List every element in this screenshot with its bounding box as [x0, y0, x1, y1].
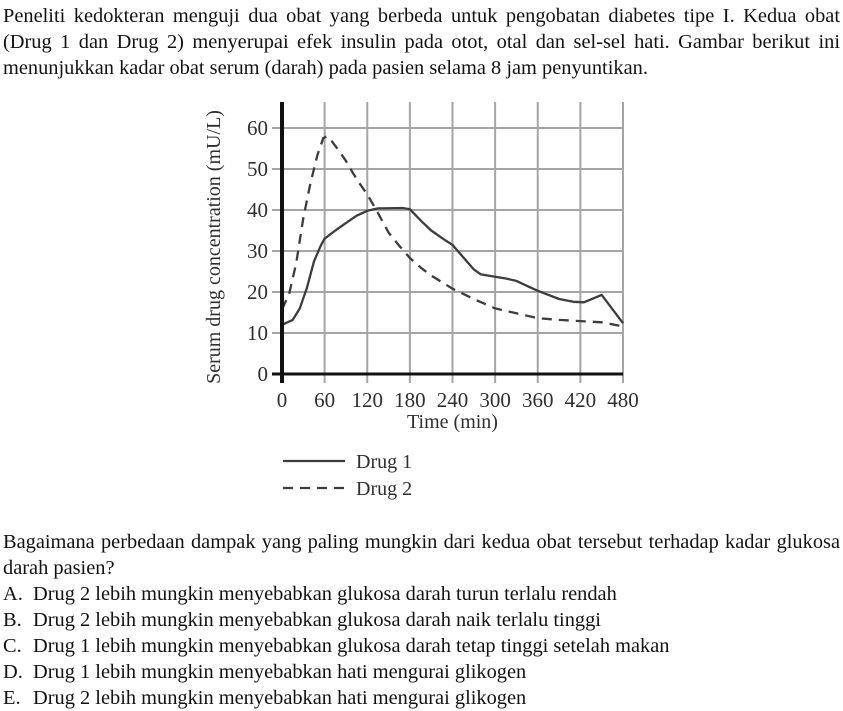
option-c-text: Drug 1 lebih mungkin menyebabkan glukosa…: [33, 635, 670, 657]
option-d-text: Drug 1 lebih mungkin menyebabkan hati me…: [33, 661, 527, 683]
option-a-letter: A.: [3, 583, 23, 605]
curve-drug-2: [280, 135, 624, 328]
drug-concentration-line-chart: 0 10 20 30 40 50 60 0 60 120 180 240 300 360 420 480 Tim…: [203, 102, 639, 500]
x-tick-label-240: 240: [437, 388, 469, 412]
option-c[interactable]: C. Drug 1 lebih mungkin menyebabkan gluk…: [3, 633, 840, 659]
option-b[interactable]: B. Drug 2 lebih mungkin menyebabkan gluk…: [3, 607, 840, 633]
x-axis-title: Time (min): [407, 411, 498, 433]
x-tick-label-0: 0: [277, 388, 288, 412]
y-tick-label-60: 60: [247, 116, 268, 140]
x-tick-label-480: 480: [607, 388, 639, 412]
question-text: Bagaimana perbedaan dampak yang paling m…: [3, 531, 840, 579]
legend-label-drug-1: Drug 1: [356, 451, 412, 473]
option-d-letter: D.: [3, 661, 23, 683]
option-d[interactable]: D. Drug 1 lebih mungkin menyebabkan hati…: [3, 659, 840, 685]
option-b-letter: B.: [3, 609, 22, 631]
x-tick-label-120: 120: [352, 388, 384, 412]
option-e-letter: E.: [3, 687, 21, 709]
x-tick-label-60: 60: [314, 388, 335, 412]
option-b-text: Drug 2 lebih mungkin menyebabkan glukosa…: [33, 609, 601, 631]
y-tick-label-30: 30: [247, 239, 268, 263]
legend-label-drug-2: Drug 2: [356, 478, 412, 500]
x-tick-label-360: 360: [522, 388, 554, 412]
y-tick-label-50: 50: [247, 157, 268, 181]
option-e[interactable]: E. Drug 2 lebih mungkin menyebabkan hati…: [3, 685, 840, 711]
option-c-letter: C.: [3, 635, 22, 657]
y-tick-label-40: 40: [247, 198, 268, 222]
question-block: Bagaimana perbedaan dampak yang paling m…: [3, 529, 840, 711]
x-tick-label-180: 180: [394, 388, 426, 412]
option-a-text: Drug 2 lebih mungkin menyebabkan glukosa…: [33, 583, 617, 605]
intro-paragraph: Peneliti kedokteran menguji dua obat yan…: [3, 5, 840, 79]
x-tick-label-300: 300: [479, 388, 511, 412]
option-a[interactable]: A. Drug 2 lebih mungkin menyebabkan gluk…: [3, 581, 840, 607]
x-tick-label-420: 420: [565, 388, 597, 412]
curve-drug-1: [281, 206, 624, 326]
y-tick-label-10: 10: [247, 321, 268, 345]
y-tick-label-0: 0: [258, 362, 269, 386]
y-tick-label-20: 20: [247, 280, 268, 304]
options-list: A. Drug 2 lebih mungkin menyebabkan gluk…: [3, 581, 840, 711]
y-axis-title: Serum drug concentration (mU/L): [203, 110, 225, 384]
option-e-text: Drug 2 lebih mungkin menyebabkan hati me…: [33, 687, 527, 709]
serum-concentration-figure: 0 10 20 30 40 50 60 0 60 120 180 240 300 360 420 480 Tim…: [190, 88, 650, 508]
